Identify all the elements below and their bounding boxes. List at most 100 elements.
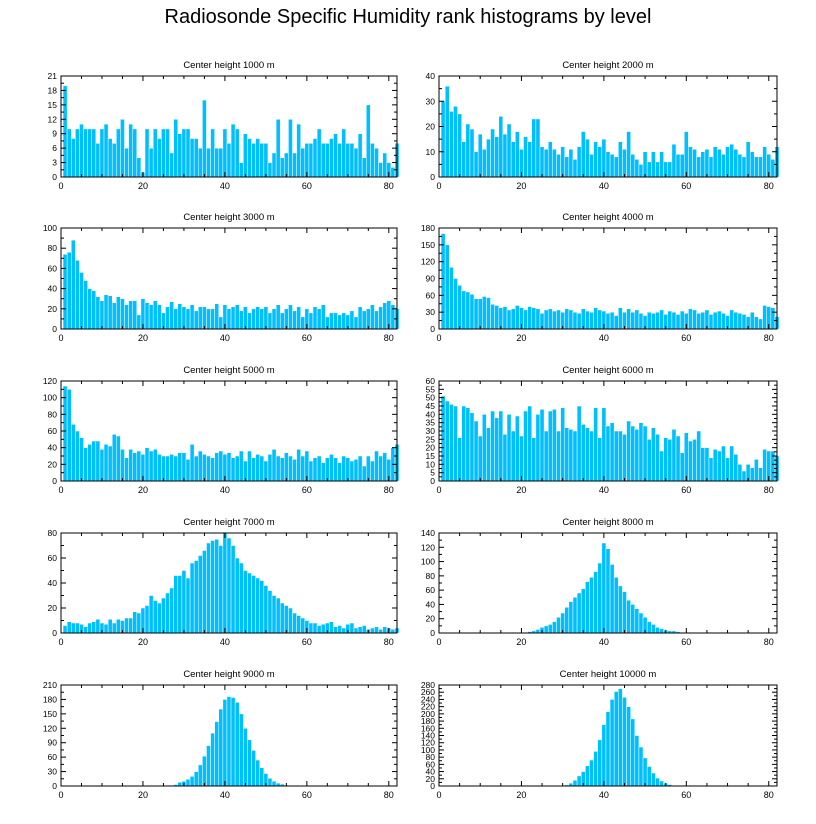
histogram-bar: [708, 314, 714, 330]
histogram-bar: [758, 467, 763, 482]
y-tick-label: 0: [52, 172, 57, 182]
histogram-bar: [120, 119, 125, 178]
histogram-bar: [572, 159, 578, 178]
histogram-bar: [152, 128, 158, 178]
histogram-bar: [198, 555, 203, 634]
histogram-bar: [202, 306, 207, 330]
histogram-bar: [494, 136, 500, 178]
histogram-bar: [568, 601, 574, 634]
y-tick-label: 80: [48, 409, 58, 419]
histogram-bar: [107, 295, 113, 330]
histogram-bar: [519, 435, 524, 482]
histogram-bar: [651, 313, 656, 330]
x-tick-label: 40: [599, 637, 609, 647]
histogram-bar: [361, 157, 367, 178]
histogram-panel-9: Center height 9000 m 0 20 40 60 80 0 30 60 90 120 1…: [43, 669, 398, 800]
histogram-bar: [128, 300, 133, 330]
histogram-bar: [279, 312, 285, 330]
histogram-bar: [132, 452, 138, 482]
histogram-bar: [539, 146, 545, 178]
histogram-bar: [382, 626, 388, 634]
histogram-bar: [337, 625, 342, 634]
histogram-bar: [593, 751, 598, 787]
y-tick-label: 0: [430, 476, 435, 486]
histogram-bar: [684, 432, 689, 482]
histogram-bar: [189, 444, 195, 482]
histogram-bar: [601, 138, 607, 178]
histogram-bar: [345, 143, 351, 178]
histogram-bar: [465, 123, 471, 178]
x-tick-label: 20: [516, 485, 526, 495]
x-tick-label: 0: [436, 637, 441, 647]
histogram-bar: [279, 457, 285, 482]
histogram-bar: [626, 420, 631, 482]
histogram-bar: [613, 577, 619, 634]
histogram-bar: [510, 308, 516, 330]
histogram-bar: [173, 575, 179, 634]
x-tick-label: 60: [681, 485, 691, 495]
histogram-bar: [515, 415, 520, 482]
histogram-bar: [655, 777, 660, 787]
histogram-bar: [374, 310, 379, 330]
histogram-bar: [589, 311, 594, 330]
y-tick-label: 40: [48, 284, 58, 294]
histogram-bar: [296, 123, 301, 178]
histogram-bar: [255, 138, 260, 178]
histogram-bar: [181, 128, 187, 178]
histogram-bar: [700, 311, 706, 330]
histogram-bar: [444, 244, 450, 330]
histogram-bar: [222, 699, 228, 787]
histogram-bar: [725, 457, 730, 482]
histogram-bar: [107, 138, 113, 178]
histogram-bar: [618, 688, 623, 787]
histogram-bar: [189, 304, 195, 330]
histogram-bar: [609, 422, 615, 482]
histogram-bar: [300, 147, 306, 178]
x-tick-label: 60: [302, 485, 312, 495]
histogram-bar: [469, 128, 475, 178]
histogram-bar: [99, 300, 105, 330]
y-tick-label: 100: [43, 393, 57, 403]
histogram-bar: [390, 167, 396, 178]
histogram-bar: [177, 303, 183, 330]
histogram-bar: [103, 294, 109, 330]
histogram-bar: [83, 280, 88, 330]
histogram-bar: [651, 151, 656, 178]
histogram-bar: [87, 622, 92, 634]
y-tick-label: 100: [421, 745, 435, 755]
histogram-bar: [469, 293, 475, 330]
y-tick-label: 80: [48, 528, 58, 538]
histogram-bar: [609, 699, 615, 787]
y-tick-label: 0: [430, 172, 435, 182]
x-tick-label: 60: [302, 637, 312, 647]
histogram-bar: [70, 424, 76, 482]
histogram-bar: [165, 455, 170, 482]
histogram-bar: [494, 305, 500, 330]
histogram-bar: [564, 156, 570, 178]
histogram-bar: [382, 452, 388, 482]
histogram-bar: [378, 629, 383, 634]
histogram-bar: [292, 459, 297, 482]
histogram-bar: [218, 545, 224, 634]
histogram-bar: [580, 131, 586, 178]
histogram-bar: [320, 304, 326, 330]
y-tick-label: 6: [52, 143, 57, 153]
histogram-bar: [675, 314, 681, 330]
histogram-bar: [251, 143, 256, 178]
histogram-bar: [271, 780, 277, 787]
histogram-bar: [124, 147, 129, 178]
histogram-bar: [308, 460, 314, 482]
y-tick-label: 30: [426, 307, 436, 317]
y-tick-label: 0: [430, 781, 435, 791]
x-tick-label: 0: [58, 181, 63, 191]
histogram-bar: [87, 288, 92, 330]
histogram-bar: [494, 417, 500, 482]
histogram-bar: [75, 622, 80, 634]
y-tick-label: 0: [430, 324, 435, 334]
y-tick-label: 55: [426, 384, 436, 394]
y-tick-label: 0: [52, 476, 57, 486]
histogram-bar: [161, 128, 166, 178]
histogram-bar: [449, 267, 454, 330]
histogram-bar: [671, 429, 677, 482]
histogram-bar: [618, 307, 623, 330]
